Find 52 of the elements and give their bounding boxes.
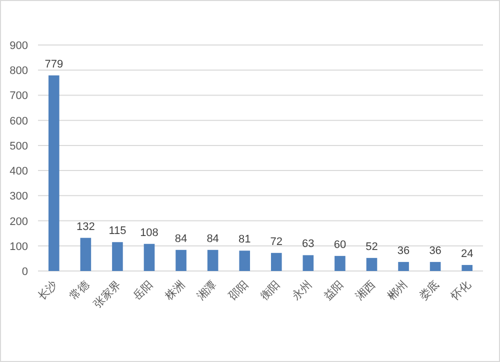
y-tick-label: 0 <box>22 266 28 278</box>
bar <box>430 262 441 271</box>
data-label: 63 <box>302 238 314 250</box>
data-label: 84 <box>174 232 188 245</box>
bar <box>270 252 282 271</box>
bar <box>80 238 92 271</box>
bar <box>398 262 409 271</box>
y-tick-label: 800 <box>10 65 28 78</box>
x-tick-label: 长沙 <box>35 278 60 303</box>
data-label: 108 <box>140 226 158 239</box>
bar <box>302 255 314 271</box>
x-tick-label: 娄底 <box>416 278 442 303</box>
data-label: 60 <box>334 238 346 251</box>
bar <box>239 250 250 271</box>
y-tick-label: 700 <box>10 90 28 102</box>
x-tick-label: 永州 <box>290 278 314 303</box>
y-tick-label: 500 <box>10 140 28 152</box>
x-tick-label: 湘西 <box>353 278 378 303</box>
x-tick-label: 常德 <box>67 278 92 303</box>
bar <box>48 75 60 271</box>
x-tick-label: 邵阳 <box>226 278 251 303</box>
y-tick-label: 200 <box>10 216 28 228</box>
bar <box>366 258 378 271</box>
x-tick-label: 湘潭 <box>194 278 219 303</box>
data-label: 81 <box>238 234 251 246</box>
data-label: 36 <box>397 244 410 257</box>
bar <box>176 250 186 271</box>
y-tick-label: 900 <box>10 40 28 52</box>
y-tick-label: 600 <box>10 115 28 128</box>
data-label: 115 <box>108 225 126 238</box>
bar <box>334 256 346 271</box>
data-label: 52 <box>366 240 378 253</box>
x-tick-label: 岳阳 <box>130 278 156 303</box>
data-label: 72 <box>270 236 283 248</box>
x-tick-label: 益阳 <box>322 278 346 303</box>
data-label: 779 <box>44 58 64 70</box>
x-tick-label: 张家界 <box>91 278 124 310</box>
data-label: 132 <box>76 220 95 233</box>
y-tick-label: 400 <box>10 166 28 178</box>
y-tick-label: 100 <box>10 240 28 253</box>
bar <box>144 244 155 271</box>
data-label: 84 <box>206 232 219 245</box>
x-tick-label: 株洲 <box>162 278 188 304</box>
y-tick-label: 300 <box>10 190 28 203</box>
bar <box>462 264 473 271</box>
bar <box>112 242 123 271</box>
data-label: 36 <box>429 244 442 257</box>
x-tick-label: 郴州 <box>384 278 410 303</box>
x-tick-label: 衡阳 <box>258 278 283 303</box>
x-tick-label: 怀化 <box>448 278 474 304</box>
data-label: 24 <box>460 248 474 260</box>
bar <box>207 250 218 271</box>
